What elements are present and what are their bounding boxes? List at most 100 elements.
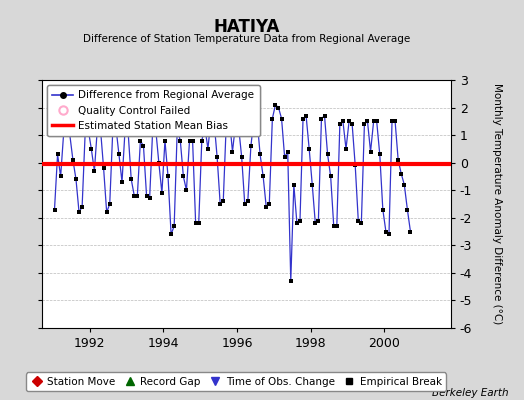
- Point: [53, 151, 62, 158]
- Point: [250, 115, 258, 122]
- Point: [198, 138, 206, 144]
- Point: [191, 220, 200, 226]
- Point: [164, 173, 172, 180]
- Point: [115, 151, 123, 158]
- Text: Berkeley Earth: Berkeley Earth: [432, 388, 508, 398]
- Point: [277, 115, 286, 122]
- Point: [143, 192, 151, 199]
- Point: [302, 113, 310, 119]
- Point: [173, 126, 181, 133]
- Point: [400, 182, 409, 188]
- Point: [121, 126, 129, 133]
- Point: [253, 115, 261, 122]
- Point: [170, 223, 178, 229]
- Point: [108, 126, 117, 133]
- Point: [305, 146, 313, 152]
- Point: [124, 129, 133, 136]
- Point: [234, 124, 243, 130]
- Point: [75, 209, 83, 216]
- Point: [330, 223, 338, 229]
- Point: [381, 228, 390, 235]
- Point: [311, 220, 320, 226]
- Point: [222, 118, 231, 124]
- Point: [265, 201, 274, 207]
- Point: [90, 168, 99, 174]
- Point: [210, 118, 219, 124]
- Point: [385, 231, 393, 238]
- Point: [130, 192, 138, 199]
- Point: [118, 179, 126, 185]
- Point: [339, 118, 347, 124]
- Point: [176, 138, 184, 144]
- Point: [155, 160, 163, 166]
- Point: [262, 204, 270, 210]
- Point: [379, 206, 387, 213]
- Legend: Station Move, Record Gap, Time of Obs. Change, Empirical Break: Station Move, Record Gap, Time of Obs. C…: [26, 372, 446, 391]
- Point: [179, 173, 188, 180]
- Point: [293, 220, 301, 226]
- Point: [50, 206, 59, 213]
- Point: [299, 115, 307, 122]
- Point: [391, 118, 399, 124]
- Point: [148, 126, 157, 133]
- Point: [403, 206, 411, 213]
- Text: Difference of Station Temperature Data from Regional Average: Difference of Station Temperature Data f…: [83, 34, 410, 44]
- Point: [283, 148, 292, 155]
- Point: [225, 115, 234, 122]
- Point: [207, 115, 215, 122]
- Point: [320, 113, 329, 119]
- Point: [136, 138, 145, 144]
- Point: [103, 209, 111, 216]
- Point: [72, 176, 80, 182]
- Point: [345, 118, 353, 124]
- Point: [317, 115, 325, 122]
- Point: [287, 278, 295, 284]
- Point: [274, 104, 282, 111]
- Point: [241, 201, 249, 207]
- Point: [185, 138, 194, 144]
- Point: [78, 204, 86, 210]
- Point: [363, 118, 372, 124]
- Point: [388, 118, 396, 124]
- Point: [228, 148, 237, 155]
- Point: [105, 201, 114, 207]
- Point: [201, 124, 209, 130]
- Point: [237, 154, 246, 160]
- Point: [280, 154, 289, 160]
- Point: [133, 192, 141, 199]
- Point: [326, 173, 335, 180]
- Point: [161, 138, 169, 144]
- Point: [81, 129, 90, 136]
- Point: [96, 126, 105, 133]
- Point: [151, 126, 160, 133]
- Point: [139, 143, 148, 149]
- Point: [373, 118, 381, 124]
- Point: [336, 121, 344, 127]
- Point: [394, 157, 402, 163]
- Point: [342, 146, 350, 152]
- Point: [406, 228, 414, 235]
- Point: [333, 223, 341, 229]
- Point: [93, 124, 102, 130]
- Point: [167, 231, 176, 238]
- Point: [354, 217, 363, 224]
- Point: [308, 182, 316, 188]
- Point: [397, 170, 406, 177]
- Point: [57, 173, 65, 180]
- Point: [219, 198, 227, 204]
- Legend: Difference from Regional Average, Quality Control Failed, Estimated Station Mean: Difference from Regional Average, Qualit…: [47, 85, 259, 136]
- Point: [66, 132, 74, 138]
- Point: [290, 182, 298, 188]
- Point: [213, 154, 221, 160]
- Point: [348, 121, 356, 127]
- Point: [60, 129, 68, 136]
- Point: [268, 115, 277, 122]
- Point: [232, 121, 240, 127]
- Point: [357, 220, 366, 226]
- Point: [244, 198, 252, 204]
- Point: [62, 124, 71, 130]
- Point: [271, 102, 280, 108]
- Point: [158, 190, 166, 196]
- Point: [87, 146, 95, 152]
- Point: [366, 148, 375, 155]
